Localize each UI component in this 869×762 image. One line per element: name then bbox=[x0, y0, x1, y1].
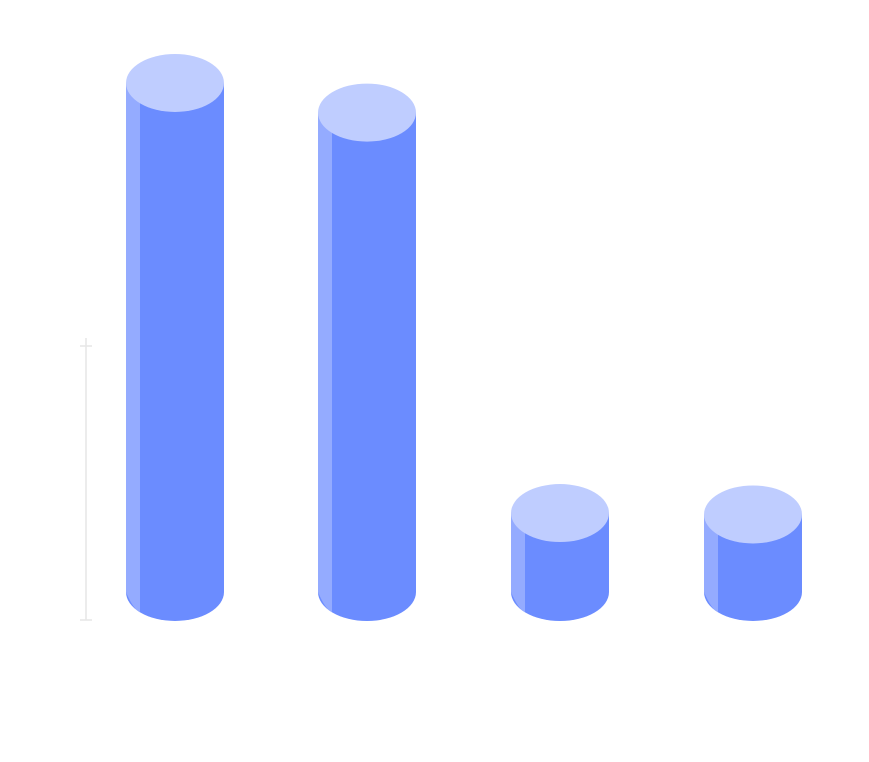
bar-highlight-4 bbox=[704, 514, 718, 613]
bars: 36.1% 34% 5.6% 5.5% bbox=[124, 10, 802, 621]
bar-body-3 bbox=[511, 513, 609, 621]
category-label-1: TikTok Ads bbox=[97, 643, 168, 694]
value-label-1: 36.1% bbox=[124, 10, 226, 51]
value-label-2: 34% bbox=[331, 40, 403, 81]
bar-body-1 bbox=[126, 82, 224, 621]
bar-1: 36.1% bbox=[124, 10, 226, 621]
bar-body-4 bbox=[704, 514, 802, 621]
category-label-3: Paid Search (General) bbox=[449, 653, 587, 742]
bar-highlight-1 bbox=[126, 82, 140, 613]
bar-3: 5.6% bbox=[511, 440, 609, 621]
bar-top-3 bbox=[511, 484, 609, 543]
category-label-4: Google Ads bbox=[673, 641, 749, 695]
y-axis-label: Conversion rate bbox=[55, 487, 72, 593]
bar-top-1 bbox=[126, 53, 224, 112]
value-label-3: 5.6% bbox=[519, 440, 601, 481]
y-axis: Conversion rate bbox=[55, 338, 92, 621]
bar-highlight-2 bbox=[318, 112, 332, 613]
category-label-2: Facebook Ads bbox=[279, 637, 370, 699]
bar-top-4 bbox=[704, 485, 802, 544]
bar-2: 34% bbox=[318, 40, 416, 621]
bar-body-2 bbox=[318, 112, 416, 621]
bar-highlight-3 bbox=[511, 513, 525, 613]
bar-4: 5.5% bbox=[704, 441, 802, 621]
value-label-4: 5.5% bbox=[712, 441, 794, 482]
bar-top-2 bbox=[318, 83, 416, 142]
category-labels: TikTok Ads Facebook Ads Paid Search (Gener… bbox=[97, 637, 748, 743]
